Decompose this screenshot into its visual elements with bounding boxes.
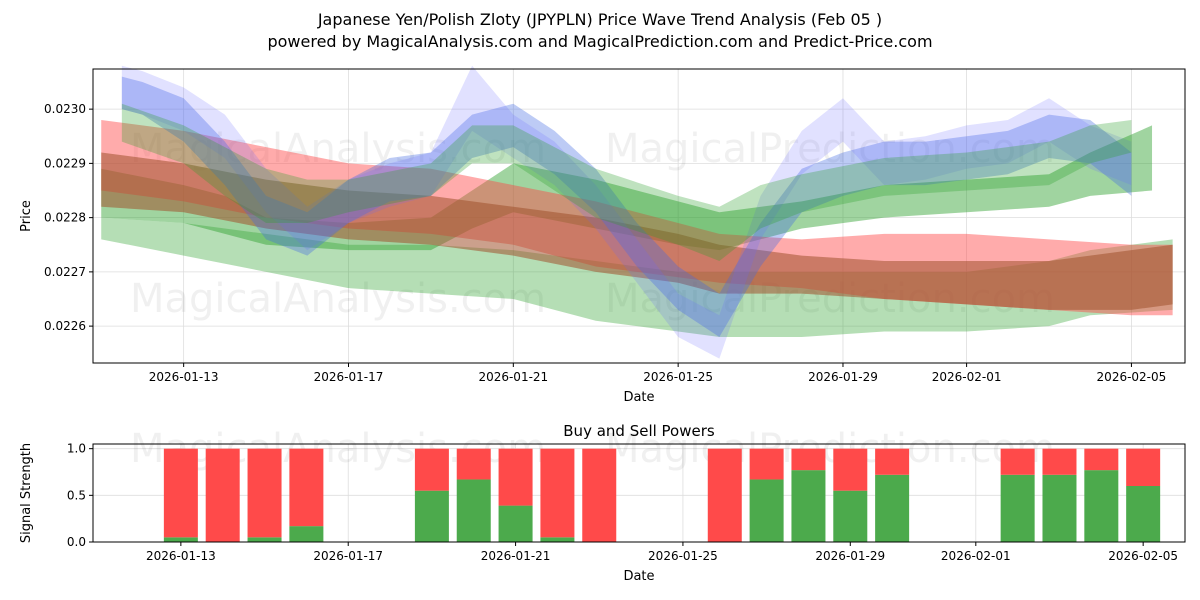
signal-chart-ytick-label: 0.5: [67, 488, 86, 502]
sell-bar: [1000, 448, 1035, 475]
wave-band-brown: [101, 152, 1173, 310]
wave-band-blue-1: [121, 76, 1132, 337]
sell-bar: [791, 448, 826, 471]
wave-band-green-narrow: [121, 103, 1132, 262]
price-chart-xtick-label: 2026-02-01: [932, 370, 1002, 384]
price-chart-watermark: MagicalAnalysis.com: [130, 276, 546, 322]
buy-bar: [791, 470, 826, 542]
signal-chart-xtick-label: 2026-01-25: [648, 549, 718, 563]
signal-chart-xtick-label: 2026-01-17: [313, 549, 383, 563]
price-chart-xtick-label: 2026-01-21: [478, 370, 548, 384]
signal-chart-xtick-label: 2026-02-01: [941, 549, 1011, 563]
signal-chart-xtick-label: 2026-01-29: [815, 549, 885, 563]
signal-chart-xtick-label: 2026-02-05: [1108, 549, 1178, 563]
signal-chart-xlabel: Date: [623, 569, 654, 584]
sell-bar: [247, 448, 282, 538]
price-chart-watermark: MagicalAnalysis.com: [130, 126, 546, 172]
wave-band-blue-2: [121, 65, 1132, 359]
price-chart-watermark: MagicalPrediction.com: [605, 126, 1055, 172]
sell-bar: [205, 448, 240, 542]
signal-chart-frame: [92, 443, 1186, 543]
price-chart-frame: [92, 68, 1186, 364]
signal-chart-xtick-label: 2026-01-13: [146, 549, 216, 563]
price-chart-xlabel: Date: [623, 390, 654, 405]
sell-bar: [1126, 448, 1161, 486]
sell-bar: [1084, 448, 1119, 471]
sell-bar: [498, 448, 533, 506]
buy-bar: [289, 526, 324, 542]
buy-bar: [498, 505, 533, 542]
chart-subtitle: powered by MagicalAnalysis.com and Magic…: [267, 32, 933, 51]
sell-bar: [1042, 448, 1077, 475]
sell-bar: [833, 448, 868, 491]
price-chart-xtick-label: 2026-01-17: [314, 370, 384, 384]
price-chart-ylabel: Price: [19, 200, 34, 232]
signal-chart-watermark: MagicalPrediction.com: [605, 426, 1055, 472]
signal-chart-ylabel: Signal Strength: [19, 443, 34, 543]
buy-bar: [1126, 486, 1161, 542]
sell-bar: [749, 448, 784, 480]
buy-bar: [1042, 474, 1077, 542]
signal-chart-xtick-label: 2026-01-21: [481, 549, 551, 563]
buy-bar: [833, 490, 868, 542]
sell-bar: [456, 448, 491, 480]
buy-bar: [1084, 470, 1119, 542]
price-chart-ytick-label: 0.0228: [44, 211, 86, 225]
sell-bar: [163, 448, 198, 538]
price-chart-xtick-label: 2026-02-05: [1097, 370, 1167, 384]
price-chart-xtick-label: 2026-01-25: [643, 370, 713, 384]
buy-bar: [247, 537, 282, 542]
signal-chart-ytick-label: 1.0: [67, 442, 86, 456]
price-chart-ytick-label: 0.0230: [44, 102, 86, 116]
price-chart-ytick-label: 0.0226: [44, 319, 86, 333]
buy-bar: [875, 474, 910, 542]
sell-bar: [875, 448, 910, 475]
sell-bar: [707, 448, 742, 542]
buy-bar: [540, 537, 575, 542]
price-chart-xtick-label: 2026-01-29: [808, 370, 878, 384]
buy-bar: [1000, 474, 1035, 542]
buy-bar: [414, 490, 449, 542]
price-chart-ytick-label: 0.0227: [44, 265, 86, 279]
chart-title: Japanese Yen/Polish Zloty (JPYPLN) Price…: [317, 10, 883, 29]
sell-bar: [414, 448, 449, 491]
sell-bar: [540, 448, 575, 538]
signal-chart-ytick-label: 0.0: [67, 535, 86, 549]
buy-bar: [456, 479, 491, 542]
signal-chart-title: Buy and Sell Powers: [563, 422, 715, 440]
buy-bar: [163, 537, 198, 542]
sell-bar: [582, 448, 617, 542]
price-chart-ytick-label: 0.0229: [44, 156, 86, 170]
price-chart-xtick-label: 2026-01-13: [149, 370, 219, 384]
buy-bar: [749, 479, 784, 542]
sell-bar: [289, 448, 324, 527]
